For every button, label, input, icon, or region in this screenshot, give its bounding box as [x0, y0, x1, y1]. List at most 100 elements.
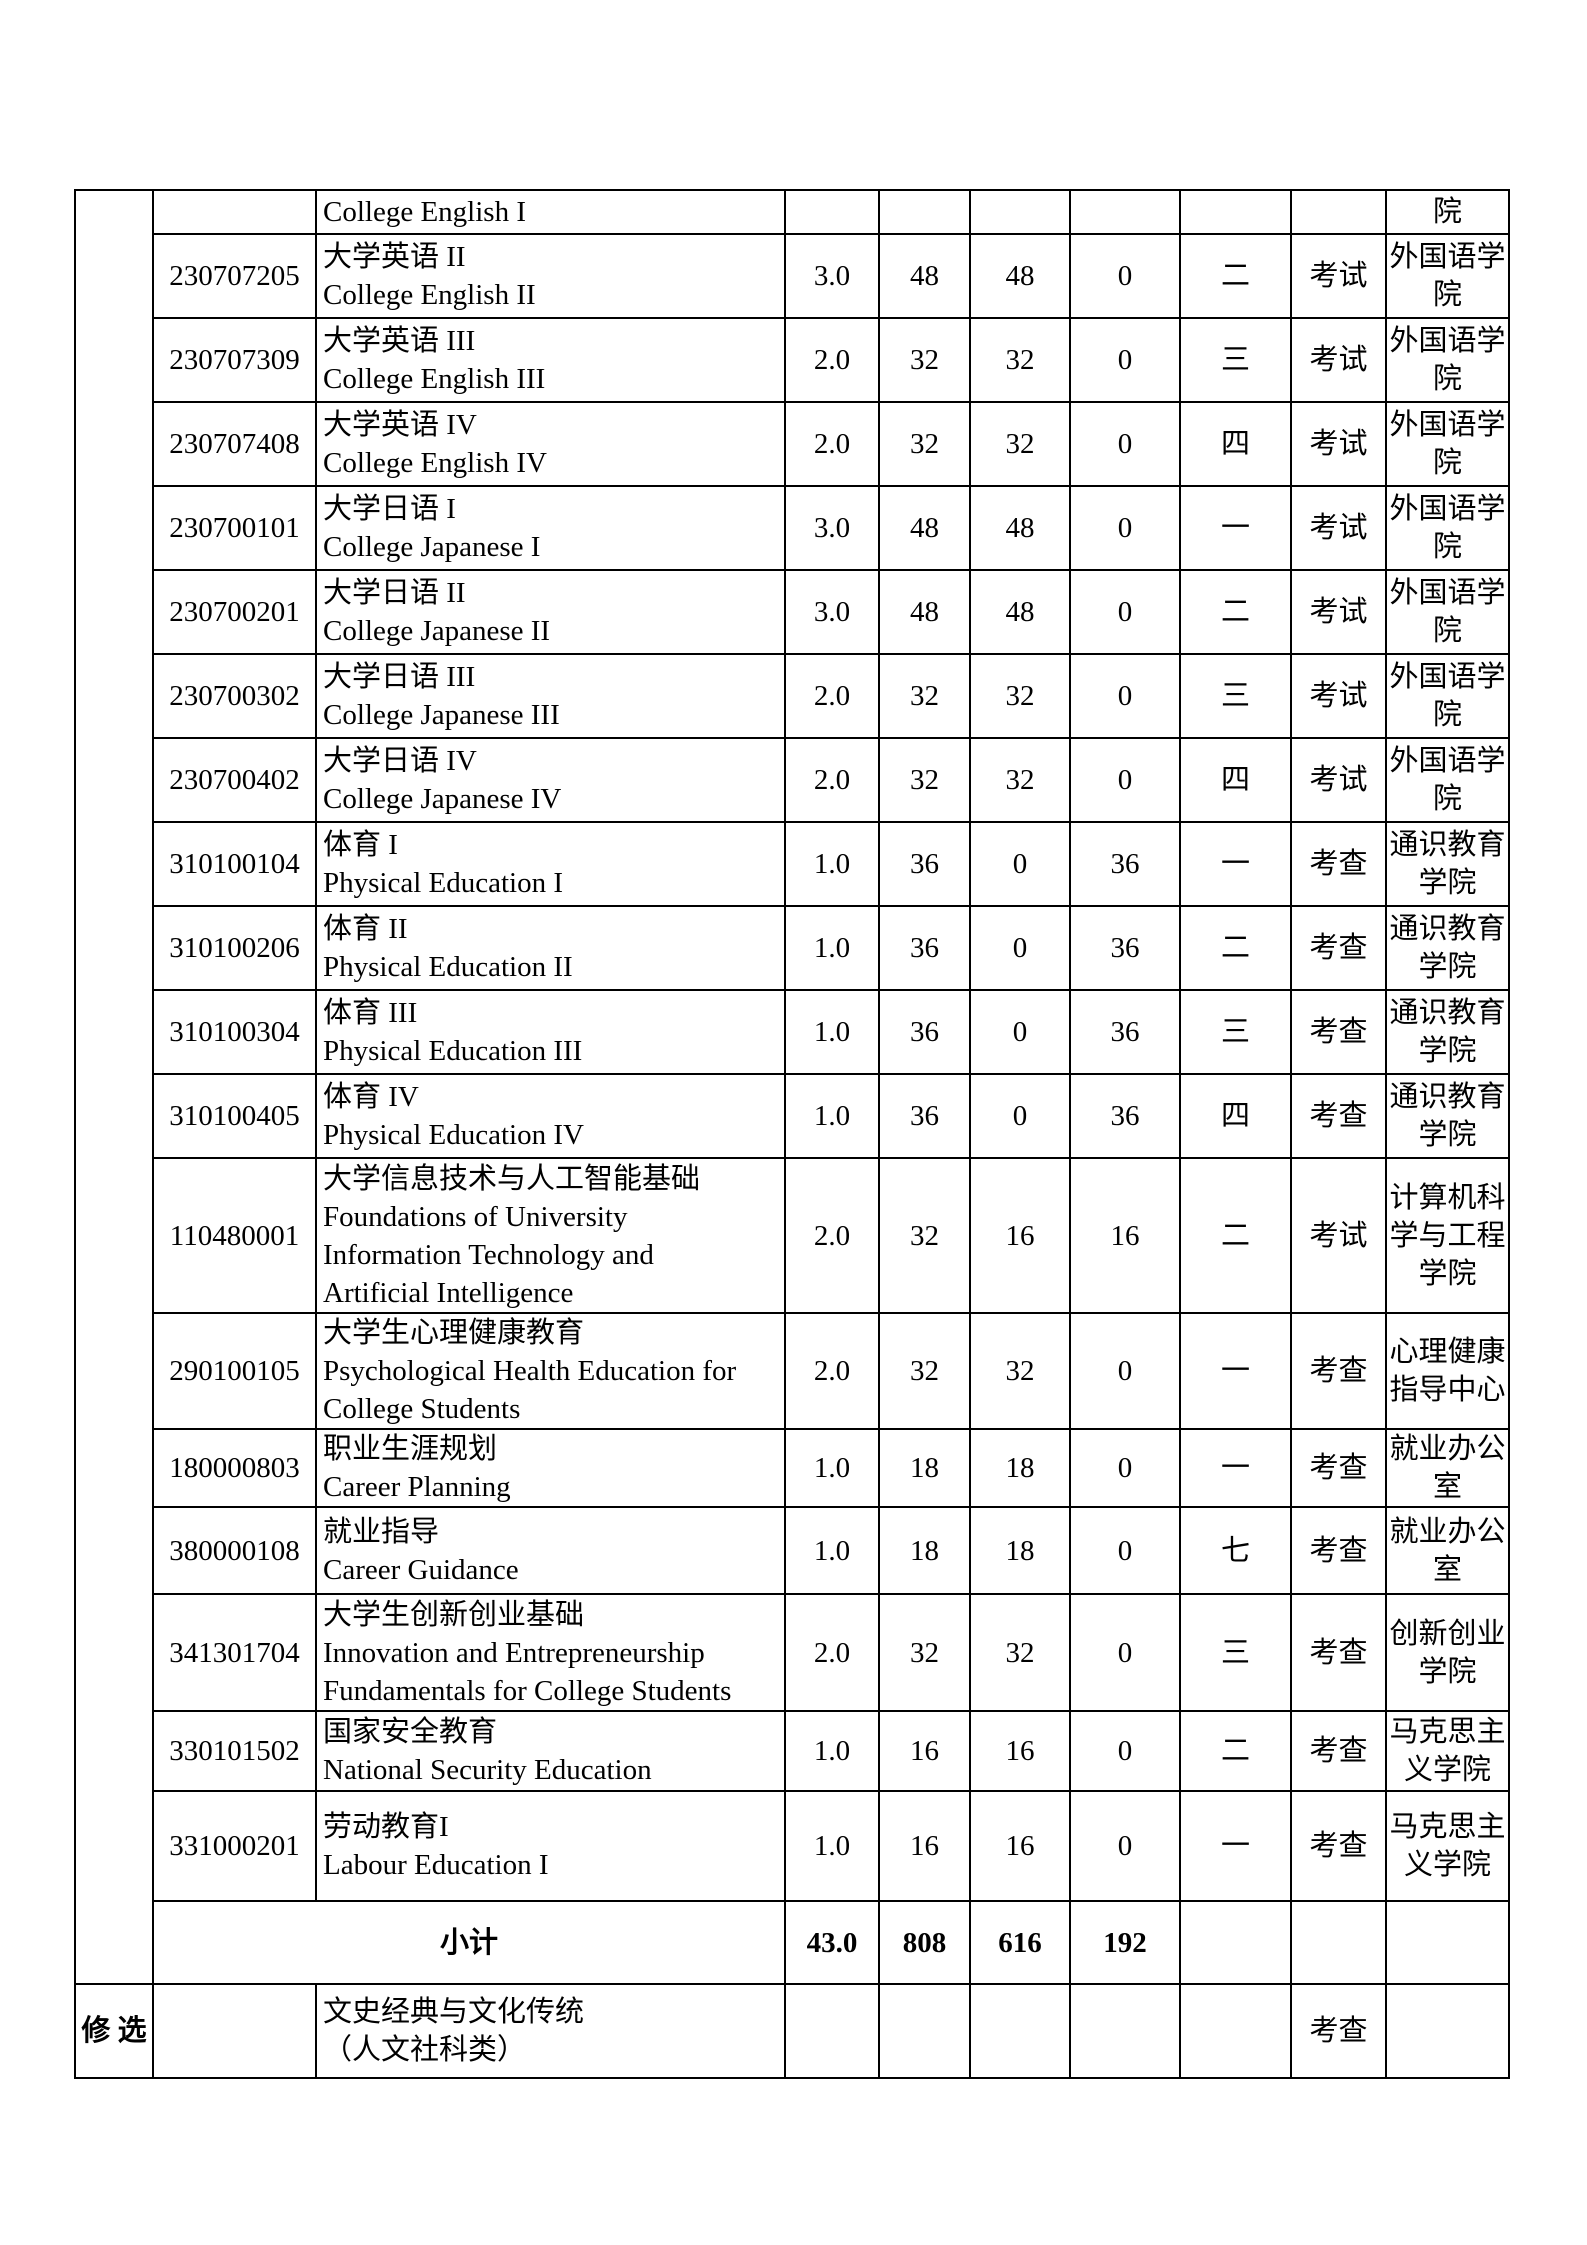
department-cell: 外国语学 院 — [1385, 401, 1510, 487]
department-cell: 院 — [1385, 189, 1510, 235]
course-row: 230707309 大学英语 III College English III 2.0 3… — [75, 317, 1510, 403]
exam-type-cell: 考查 — [1290, 1428, 1387, 1508]
course-row: 380000108 就业指导 Career Guidance 1.0 18 18 0 七考查就… — [75, 1506, 1510, 1595]
total-hours-cell: 48 — [878, 233, 971, 319]
exam-type-cell: 考查 — [1290, 1790, 1387, 1902]
course-row: 230700101 大学日语 I College Japanese I 3.0 48 48… — [75, 485, 1510, 571]
course-row: 290100105 大学生心理健康教育 Psychological Health E… — [75, 1312, 1510, 1430]
course-name-en: Physical Education II — [323, 951, 573, 983]
exam-type-cell: 考试 — [1290, 401, 1387, 487]
department-cell: 马克思主 义学院 — [1385, 1790, 1510, 1902]
course-code-cell — [152, 1983, 317, 2079]
department-cell: 通识教育 学院 — [1385, 1073, 1510, 1159]
exam-type-cell: 考试 — [1290, 653, 1387, 739]
credits-cell: 1.0 — [784, 1506, 880, 1595]
course-name-cell: 体育 III Physical Education III — [315, 989, 786, 1075]
course-name-cell: 大学生创新创业基础 Innovation and Entrepreneurship… — [315, 1593, 786, 1712]
department-cell: 通识教育 学院 — [1385, 989, 1510, 1075]
course-row: 230700302 大学日语 III College Japanese III 2.0… — [75, 653, 1510, 739]
course-name-zh: 大学日语 II — [323, 577, 466, 609]
total-hours-cell: 48 — [878, 569, 971, 655]
practice-hours-cell: 0 — [1069, 485, 1181, 571]
credits-cell — [784, 1983, 880, 2079]
credits-cell: 2.0 — [784, 1157, 880, 1314]
credits-cell: 2.0 — [784, 1593, 880, 1712]
practice-hours-cell: 0 — [1069, 1710, 1181, 1792]
course-name-en: College English III — [323, 363, 546, 395]
lecture-hours-cell — [969, 1983, 1071, 2079]
course-name-en: College English II — [323, 279, 536, 311]
course-name-zh: 体育 III — [323, 997, 418, 1029]
semester-cell: 一 — [1179, 1790, 1292, 1902]
course-name-en: Psychological Health Education for Colle… — [323, 1355, 737, 1425]
department-cell: 计算机科 学与工程 学院 — [1385, 1157, 1510, 1314]
total-hours-cell — [878, 189, 971, 235]
course-name-cell: 大学信息技术与人工智能基础 Foundations of University I… — [315, 1157, 786, 1314]
course-row: 310100405 体育 IV Physical Education IV 1.0 36… — [75, 1073, 1510, 1159]
credits-cell: 1.0 — [784, 821, 880, 907]
department-cell: 外国语学 院 — [1385, 233, 1510, 319]
course-name-zh: 大学日语 IV — [323, 745, 477, 777]
total-hours-cell: 32 — [878, 1157, 971, 1314]
lecture-hours-cell: 0 — [969, 905, 1071, 991]
course-row: 310100104 体育 I Physical Education I 1.0 36 0 3… — [75, 821, 1510, 907]
course-name-cell: 大学日语 I College Japanese I — [315, 485, 786, 571]
course-name-cell: 就业指导 Career Guidance — [315, 1506, 786, 1595]
course-code-cell: 230707205 — [152, 233, 317, 319]
total-hours-cell: 32 — [878, 1312, 971, 1430]
practice-hours-cell — [1069, 1983, 1181, 2079]
total-hours-cell: 32 — [878, 317, 971, 403]
department-cell: 就业办公 室 — [1385, 1428, 1510, 1508]
semester-cell: 三 — [1179, 653, 1292, 739]
total-hours-cell: 36 — [878, 1073, 971, 1159]
lecture-hours-cell: 16 — [969, 1790, 1071, 1902]
lecture-hours-cell: 32 — [969, 1593, 1071, 1712]
course-name-zh: 就业指导 — [323, 1515, 440, 1548]
course-name-cell: 大学日语 IV College Japanese IV — [315, 737, 786, 823]
credits-cell: 2.0 — [784, 317, 880, 403]
semester-cell: 二 — [1179, 233, 1292, 319]
department-cell — [1385, 1983, 1510, 2079]
course-name-cell: 劳动教育I Labour Education I — [315, 1790, 786, 1902]
subtotal-total-hours-cell: 808 — [878, 1900, 971, 1985]
course-name-en: College Japanese III — [323, 699, 560, 731]
course-code-cell: 310100405 — [152, 1073, 317, 1159]
practice-hours-cell: 36 — [1069, 1073, 1181, 1159]
semester-cell: 一 — [1179, 821, 1292, 907]
course-code-cell: 230707408 — [152, 401, 317, 487]
course-row: 110480001 大学信息技术与人工智能基础 Foundations of Uni… — [75, 1157, 1510, 1314]
exam-type-cell: 考查 — [1290, 989, 1387, 1075]
course-row: 180000803 职业生涯规划 Career Planning 1.0 18 18 0 一考… — [75, 1428, 1510, 1508]
course-name-zh: 大学英语 II — [323, 241, 466, 273]
exam-type-cell: 考试 — [1290, 1157, 1387, 1314]
course-name-en: College English I — [323, 196, 526, 228]
department-cell: 外国语学 院 — [1385, 317, 1510, 403]
practice-hours-cell: 36 — [1069, 821, 1181, 907]
course-name-en: Labour Education I — [323, 1849, 549, 1881]
semester-cell: 二 — [1179, 905, 1292, 991]
subtotal-row: 小计 43.0 808 616 192 — [75, 1900, 1510, 1985]
total-hours-cell: 18 — [878, 1506, 971, 1595]
exam-type-cell: 考查 — [1290, 1593, 1387, 1712]
exam-type-cell: 考试 — [1290, 317, 1387, 403]
lecture-hours-cell: 32 — [969, 317, 1071, 403]
course-name-en: Physical Education III — [323, 1035, 583, 1067]
semester-cell: 四 — [1179, 1073, 1292, 1159]
credits-cell: 3.0 — [784, 485, 880, 571]
elective-category-row: 修 选 文史经典与文化传统 （人文社科类） 考查 — [74, 1983, 1510, 2079]
course-name-zh: 体育 I — [323, 829, 398, 861]
department-cell: 外国语学 院 — [1385, 653, 1510, 739]
course-row: 330101502 国家安全教育 National Security Educati… — [75, 1710, 1510, 1792]
course-name-cell: 大学英语 IV College English IV — [315, 401, 786, 487]
subtotal-semester-cell — [1179, 1900, 1292, 1985]
total-hours-cell: 36 — [878, 821, 971, 907]
practice-hours-cell: 36 — [1069, 989, 1181, 1075]
course-name-cell: 文史经典与文化传统 （人文社科类） — [315, 1983, 786, 2079]
curriculum-table: College English I 院 230707205 大学英语 II Colleg… — [74, 189, 1510, 2079]
semester-cell: 二 — [1179, 1710, 1292, 1792]
course-name-en: National Security Education — [323, 1754, 652, 1786]
department-cell: 通识教育 学院 — [1385, 821, 1510, 907]
practice-hours-cell: 0 — [1069, 233, 1181, 319]
exam-type-cell: 考试 — [1290, 737, 1387, 823]
